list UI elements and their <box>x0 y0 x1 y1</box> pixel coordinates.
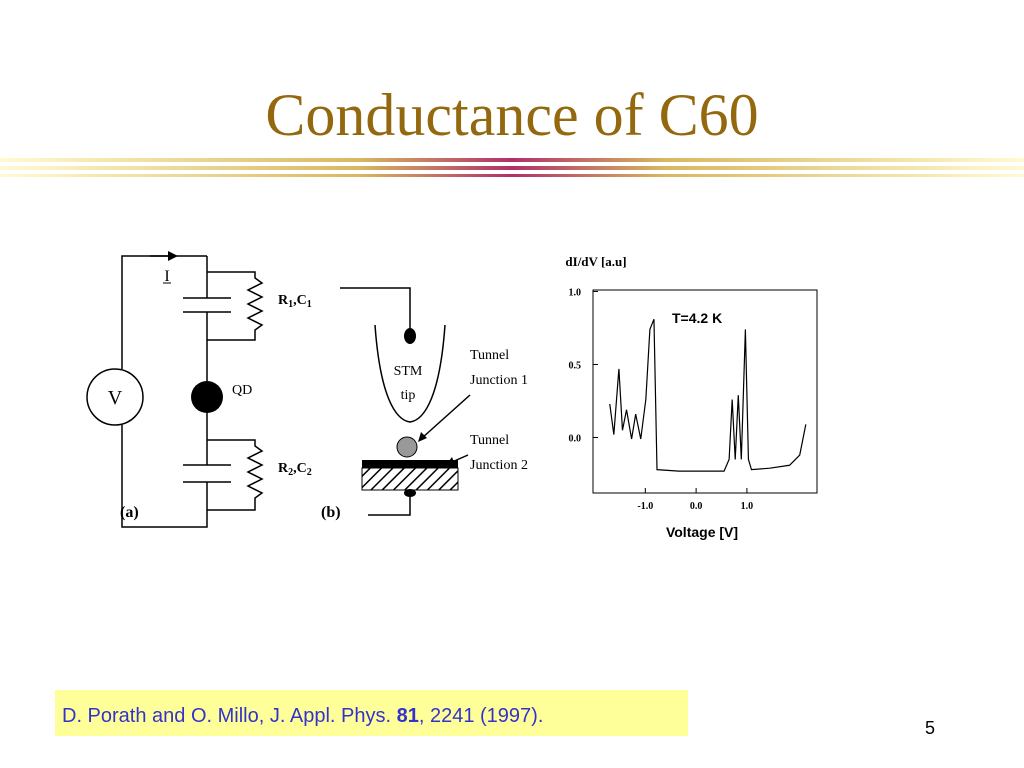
chart: dI/dV [a.u] Voltage [V] T=4.2 K 0.0 0.5 1.… <box>565 254 818 540</box>
citation-box <box>55 690 688 736</box>
panel-a: (a) <box>120 504 139 521</box>
x-tick-label: 0.0 <box>690 501 703 512</box>
junction1-label: Tunnel <box>470 348 509 363</box>
junction2-label: Tunnel <box>470 433 509 448</box>
tip-label: STM <box>394 364 423 379</box>
x-tick-label: 1.0 <box>741 501 754 512</box>
current-label: I <box>164 268 169 285</box>
source-label: V <box>108 387 123 409</box>
data-line <box>609 318 807 472</box>
page-number: 5 <box>925 718 935 738</box>
qd-label: QD <box>232 383 252 398</box>
stm-setup <box>340 287 471 516</box>
divider <box>0 158 1024 177</box>
r2c2-label: R2,C2 <box>278 461 312 478</box>
y-tick-label: 0.5 <box>569 360 582 371</box>
y-tick-label: 1.0 <box>569 287 582 298</box>
r1c1-label: R1,C1 <box>278 293 312 310</box>
y-tick-label: 0.0 <box>569 434 582 445</box>
annotation: T=4.2 K <box>672 310 722 326</box>
plot-frame <box>592 289 818 494</box>
junction2-label: Junction 2 <box>470 458 528 473</box>
slide-title: Conductance of C60 <box>265 82 758 148</box>
x-tick-label: -1.0 <box>637 501 653 512</box>
y-axis-label: dI/dV [a.u] <box>565 254 626 269</box>
junction1-label: Junction 1 <box>470 373 528 388</box>
tip-label: tip <box>401 388 416 403</box>
x-axis-label: Voltage [V] <box>666 524 738 540</box>
circuit <box>86 251 264 528</box>
panel-b: (b) <box>321 504 341 521</box>
citation: D. Porath and O. Millo, J. Appl. Phys. 8… <box>62 705 543 727</box>
